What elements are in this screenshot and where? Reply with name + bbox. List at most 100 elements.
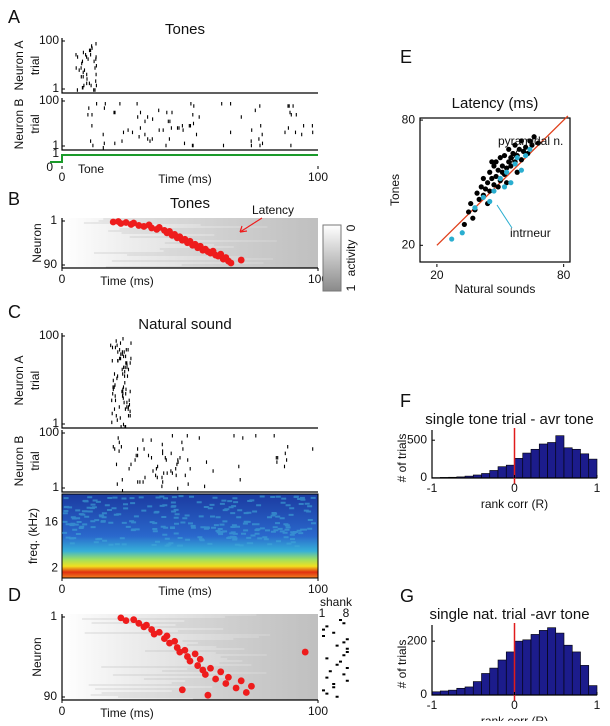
y-tick-label: 100 — [39, 93, 59, 107]
bar — [564, 645, 572, 695]
point — [481, 176, 486, 181]
panel-label: B — [8, 189, 20, 209]
bar — [556, 633, 564, 695]
bar — [506, 465, 514, 478]
bar — [490, 470, 498, 478]
point — [502, 153, 507, 158]
point — [487, 199, 492, 204]
point — [485, 180, 490, 185]
y-axis-label: # of trials — [395, 640, 409, 689]
axis — [62, 38, 318, 93]
point — [502, 184, 507, 189]
spectrogram — [62, 494, 318, 578]
stimulus-trace — [50, 155, 318, 162]
point — [225, 674, 232, 681]
bar — [515, 458, 523, 478]
shank-tick-label: 8 — [343, 606, 350, 620]
y-tick-label: 100 — [39, 425, 59, 439]
bar — [440, 691, 448, 695]
bar — [581, 454, 589, 478]
point — [474, 191, 479, 196]
colorbar-tick-label: 1 — [344, 284, 358, 291]
bar — [465, 687, 473, 695]
point — [238, 677, 245, 684]
y-tick-label: 100 — [39, 33, 59, 47]
x-tick-label: 1 — [594, 698, 601, 712]
annotation: Latency — [252, 203, 294, 217]
y-tick-label: 1 — [50, 609, 57, 623]
point — [466, 209, 471, 214]
point — [181, 647, 188, 654]
bar — [498, 660, 506, 695]
panel-title: single tone trial - avr tone — [425, 411, 593, 428]
colorbar-label: activity — [344, 240, 358, 277]
y-axis-label: Neuron A — [12, 355, 26, 405]
x-tick-label: -1 — [427, 481, 438, 495]
x-tick-label: 0 — [59, 582, 66, 596]
raster-texture — [113, 434, 312, 493]
x-axis-label: Natural sounds — [455, 282, 536, 296]
y-axis-label: Neuron — [30, 637, 44, 676]
point — [212, 676, 219, 683]
point — [508, 180, 513, 185]
panel-title: Tones — [165, 21, 205, 38]
bar — [531, 634, 539, 695]
raster-texture — [88, 102, 313, 150]
bar — [523, 640, 531, 695]
point — [512, 161, 517, 166]
spec-tick-label: 2 — [51, 561, 58, 575]
point — [491, 188, 496, 193]
x-tick-label: 80 — [557, 268, 571, 282]
y-tick-label: 1 — [50, 213, 57, 227]
point — [187, 658, 194, 665]
point — [143, 622, 150, 629]
panel-label: F — [400, 391, 411, 411]
panel-label: E — [400, 47, 412, 67]
point — [192, 650, 199, 657]
point — [468, 201, 473, 206]
x-axis-label: Time (ms) — [158, 172, 212, 186]
point — [496, 184, 501, 189]
raster-texture — [76, 42, 96, 92]
annotation: intrneur — [510, 226, 551, 240]
point — [449, 236, 454, 241]
point — [123, 617, 130, 624]
bar — [490, 668, 498, 695]
y-axis-sublabel: trial — [28, 371, 42, 390]
y-axis-label: Neuron A — [12, 40, 26, 90]
y-axis-sublabel: trial — [28, 114, 42, 133]
point — [171, 638, 178, 645]
point — [460, 230, 465, 235]
point — [523, 153, 528, 158]
y-axis-sublabel: trial — [28, 56, 42, 75]
bar — [531, 449, 539, 478]
x-tick-label: 100 — [308, 582, 328, 596]
bar — [482, 673, 490, 695]
bar — [449, 690, 457, 695]
point — [472, 205, 477, 210]
point — [194, 662, 201, 669]
y-tick-label: 90 — [44, 257, 58, 271]
x-axis-label: Time (ms) — [100, 706, 154, 720]
point — [205, 692, 212, 699]
y-tick-label: 90 — [44, 689, 58, 703]
x-axis-label: Time (ms) — [100, 274, 154, 288]
point — [243, 689, 250, 696]
point — [515, 155, 520, 160]
stimulus-label: Tone — [78, 162, 104, 176]
x-tick-label: 20 — [430, 268, 444, 282]
shank-map — [322, 620, 349, 697]
bar — [572, 652, 580, 695]
point — [248, 683, 255, 690]
point — [481, 195, 486, 200]
x-tick-label: 0 — [59, 272, 66, 286]
point — [156, 629, 163, 636]
bar — [539, 444, 547, 478]
point — [222, 680, 229, 687]
stim-tick-label: 1 — [52, 146, 59, 160]
y-axis-label: Neuron — [30, 223, 44, 262]
point — [164, 632, 171, 639]
point — [498, 176, 503, 181]
y-tick-label: 80 — [402, 112, 416, 126]
